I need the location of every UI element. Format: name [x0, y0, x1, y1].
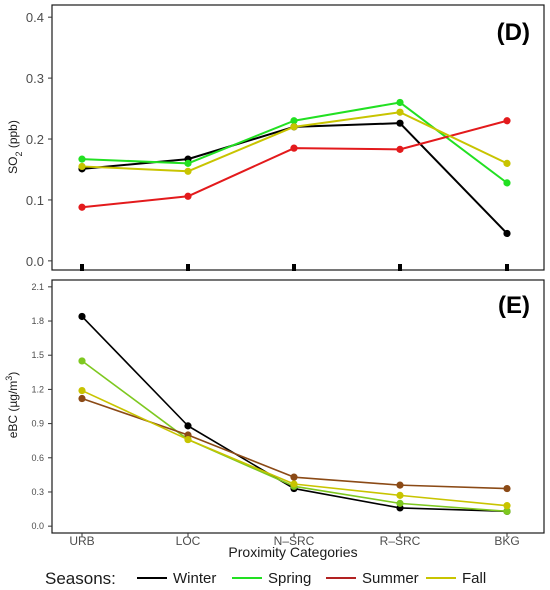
- panel-e-x-axis: URB LOC N–SRC R–SRC BKG: [69, 533, 520, 548]
- panel-e-spring-point: [78, 357, 86, 365]
- panel-d-frame: [51, 4, 545, 271]
- panel-d-spring-point: [78, 155, 86, 163]
- legend: Seasons: Winter Spring Summer Fall: [45, 569, 486, 588]
- panel-d-summer-point: [184, 192, 192, 200]
- panel-d-fall-point: [503, 159, 511, 167]
- panel-d-x-tick: [186, 264, 190, 271]
- panel-d-fall-point: [396, 108, 404, 116]
- panel-e-summer-point: [78, 394, 86, 403]
- panel-e-summer-point: [503, 484, 511, 493]
- panel-e-series: [78, 312, 511, 515]
- panel-d-y-axis-title: SO2 (ppb): [6, 120, 24, 174]
- panel-e-x-tick-label: N–SRC: [274, 534, 315, 548]
- panel-d-x-tick: [292, 264, 296, 271]
- panel-d-fall-point: [78, 162, 86, 171]
- panel-e-y-tick-label: 0.9: [31, 419, 44, 429]
- panel-d-series: [78, 98, 511, 238]
- panel-e-fall-point: [396, 491, 404, 499]
- panel-d-summer-point: [290, 144, 298, 152]
- panel-e-x-tick-label: LOC: [176, 534, 201, 548]
- panel-e-winter-point: [78, 312, 86, 321]
- panel-e-y-tick-label: 2.1: [31, 282, 44, 292]
- panel-e-y-tick-label: 1.5: [31, 350, 44, 360]
- panel-d-spring-point: [290, 117, 298, 125]
- panel-d-summer-point: [503, 117, 511, 125]
- panel-e: 0.0 0.3 0.6 0.9 1.2 1.5 1.8 2.1 URB LOC N–SRC R–SR…: [4, 279, 545, 560]
- panel-d-y-tick-label: 0.2: [26, 132, 44, 147]
- panel-d-summer-point: [78, 203, 86, 211]
- panel-e-y-tick-label: 0.3: [31, 487, 44, 497]
- panel-e-y-tick-label: 0.0: [31, 521, 44, 531]
- panel-e-summer-point: [396, 481, 404, 489]
- panel-d-summer-point: [396, 145, 404, 153]
- panel-d-y-tick-label: 0.1: [26, 193, 44, 208]
- x-axis-title: Proximity Categories: [228, 544, 357, 560]
- panel-d-y-tick-label: 0.3: [26, 71, 44, 86]
- panel-d-y-tick-label: 0.0: [26, 254, 44, 269]
- panel-e-y-tick-label: 0.6: [31, 453, 44, 463]
- panel-d-label: (D): [497, 19, 530, 46]
- panel-e-x-tick-label: BKG: [494, 534, 519, 548]
- panel-d-fall-point: [184, 167, 192, 175]
- panel-e-y-tick-label: 1.8: [31, 316, 44, 326]
- panel-e-y-axis-title: eBC (µg/m3): [4, 372, 20, 439]
- panel-e-summer-point: [290, 473, 298, 481]
- panel-e-fall-point: [503, 502, 511, 510]
- panel-d-spring-point: [184, 159, 192, 167]
- panel-d: 0.0 0.1 0.2 0.3 0.4 (D) SO2 (ppb): [6, 4, 545, 271]
- panel-d-winter-point: [503, 229, 511, 238]
- legend-item-winter: Winter: [173, 570, 216, 587]
- panel-d-x-tick: [505, 264, 509, 271]
- panel-e-fall-point: [290, 480, 298, 488]
- panel-d-spring-point: [396, 98, 404, 107]
- legend-item-summer: Summer: [362, 570, 419, 587]
- panel-d-winter-point: [396, 119, 404, 127]
- panel-e-x-tick-label: R–SRC: [380, 534, 421, 548]
- panel-e-y-axis: 0.0 0.3 0.6 0.9 1.2 1.5 1.8 2.1: [31, 282, 52, 531]
- panel-e-fall-point: [184, 435, 192, 444]
- panel-e-winter-point: [184, 422, 192, 430]
- panel-e-x-tick-label: URB: [69, 534, 94, 548]
- panel-d-fall-point: [290, 123, 298, 131]
- panel-e-frame: [51, 279, 545, 534]
- panel-d-x-ticks: [80, 264, 509, 271]
- panel-e-spring-point: [396, 499, 404, 507]
- panel-d-x-tick: [80, 264, 84, 271]
- panel-e-y-tick-label: 1.2: [31, 384, 44, 394]
- legend-title: Seasons:: [45, 569, 116, 588]
- legend-item-fall: Fall: [462, 570, 486, 587]
- panel-e-spring-point: [503, 507, 511, 515]
- panel-d-spring-point: [503, 179, 511, 187]
- legend-item-spring: Spring: [268, 570, 311, 587]
- panel-d-x-tick: [398, 264, 402, 271]
- panel-e-fall-point: [78, 386, 86, 395]
- panel-d-y-tick-label: 0.4: [26, 10, 44, 25]
- panel-d-y-axis: 0.0 0.1 0.2 0.3 0.4: [26, 10, 52, 269]
- panel-e-label: (E): [498, 292, 530, 319]
